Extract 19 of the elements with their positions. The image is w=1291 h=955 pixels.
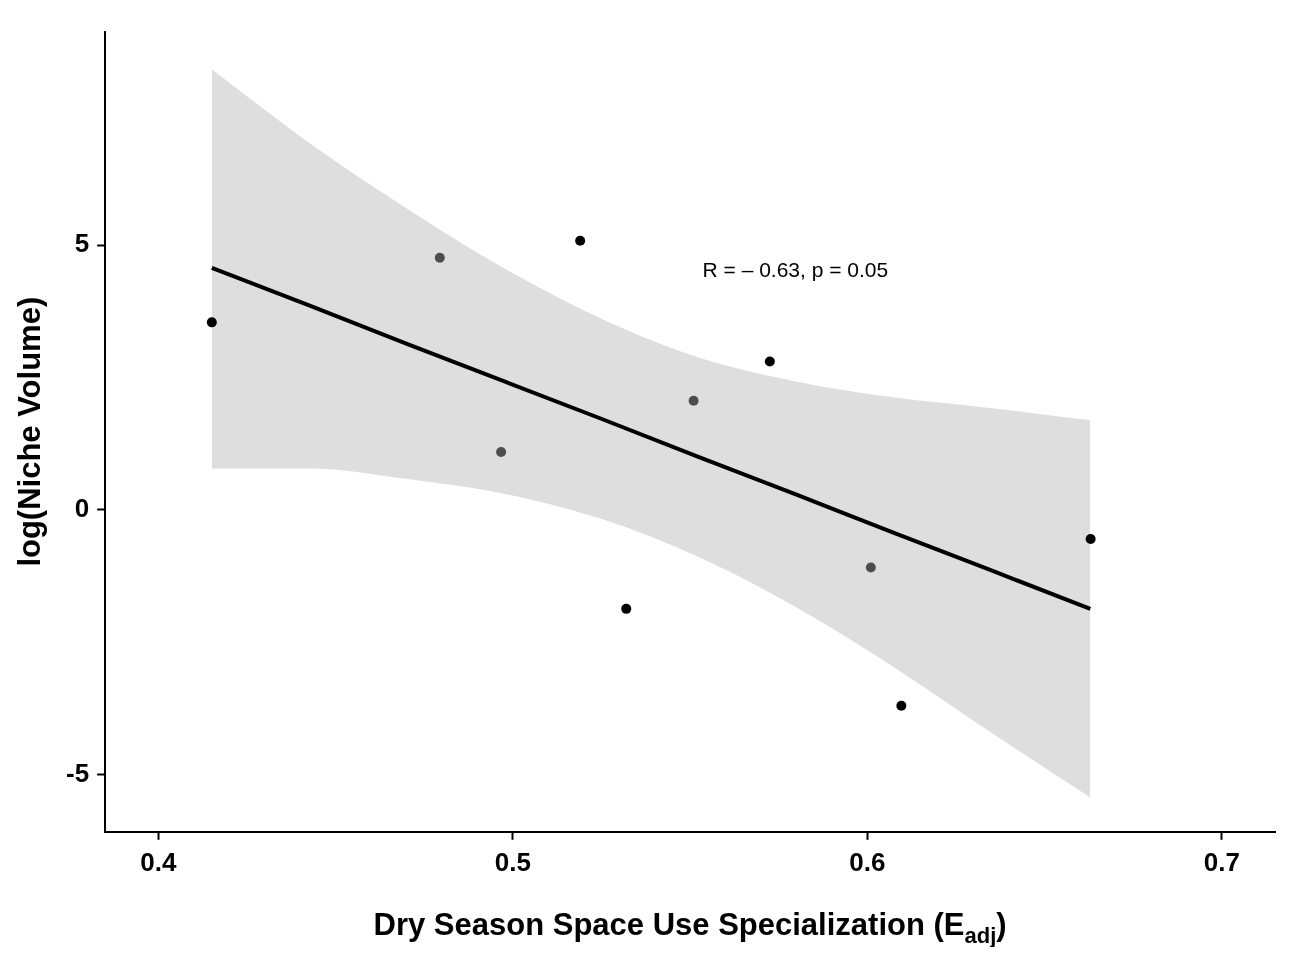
point — [865, 562, 876, 573]
y-tick-label: -5 — [65, 757, 90, 788]
x-tick-label: 0.6 — [849, 846, 886, 877]
point — [434, 252, 445, 263]
point — [206, 317, 217, 328]
point — [496, 447, 507, 458]
point — [621, 603, 632, 614]
point — [896, 700, 907, 711]
y-tick-label: 5 — [74, 228, 90, 259]
point — [764, 356, 775, 367]
annotation: R = – 0.63, p = 0.05 — [702, 258, 889, 282]
point — [688, 395, 699, 406]
point — [1085, 533, 1096, 544]
x-tick-label: 0.4 — [140, 846, 177, 877]
x-tick-label: 0.7 — [1203, 846, 1240, 877]
point — [575, 235, 586, 246]
y-axis-title: log(Niche Volume) — [12, 296, 47, 567]
x-tick-label: 0.5 — [494, 846, 531, 877]
y-tick-label: 0 — [74, 492, 90, 523]
